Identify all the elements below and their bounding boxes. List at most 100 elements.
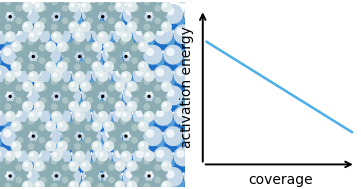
Circle shape [40,164,47,171]
Circle shape [70,102,75,107]
Circle shape [54,27,62,36]
Circle shape [118,36,134,52]
Circle shape [41,45,61,65]
Circle shape [0,57,1,67]
Circle shape [144,111,155,122]
Circle shape [9,15,12,18]
Circle shape [183,45,204,65]
Circle shape [31,106,51,126]
Circle shape [55,95,58,98]
Circle shape [29,53,52,76]
Circle shape [126,101,137,112]
Circle shape [38,94,54,111]
Circle shape [105,63,109,67]
Circle shape [61,45,81,65]
Circle shape [172,53,195,76]
Circle shape [82,45,102,65]
Circle shape [105,7,113,15]
Circle shape [23,170,32,178]
Circle shape [141,33,164,56]
Circle shape [99,152,104,157]
Circle shape [92,24,112,44]
Circle shape [99,112,104,117]
Circle shape [63,118,73,128]
Circle shape [43,77,53,87]
Circle shape [4,158,11,165]
Circle shape [71,36,88,52]
Circle shape [104,36,114,46]
Circle shape [125,36,134,46]
Circle shape [152,13,174,36]
Circle shape [105,15,122,31]
Circle shape [10,41,22,52]
Circle shape [0,82,8,98]
Circle shape [132,106,153,126]
Circle shape [156,68,164,77]
Circle shape [147,95,151,98]
Circle shape [68,180,79,189]
Circle shape [95,155,111,172]
Circle shape [105,170,113,178]
Circle shape [49,13,73,36]
Circle shape [131,94,154,117]
Circle shape [33,57,42,67]
Circle shape [128,82,132,87]
Circle shape [47,142,51,147]
Circle shape [105,43,109,47]
Circle shape [80,160,91,172]
Circle shape [62,17,69,24]
Circle shape [64,88,73,97]
Circle shape [51,183,58,189]
Circle shape [130,162,146,178]
Circle shape [63,36,73,46]
Circle shape [14,55,31,71]
Circle shape [12,179,22,189]
Circle shape [16,97,22,104]
Circle shape [0,94,8,111]
Circle shape [54,149,62,158]
Circle shape [152,135,174,158]
Circle shape [13,68,22,77]
Circle shape [6,112,11,117]
Circle shape [91,61,103,72]
Circle shape [152,53,174,76]
Circle shape [57,121,68,132]
Circle shape [60,33,83,56]
Circle shape [16,177,22,183]
Circle shape [82,3,86,8]
Circle shape [132,0,153,4]
Circle shape [23,82,28,87]
Circle shape [93,122,98,127]
Circle shape [118,141,134,157]
Circle shape [132,17,139,24]
Circle shape [105,174,122,189]
Circle shape [57,61,68,72]
Circle shape [86,164,93,171]
Circle shape [187,170,195,178]
Circle shape [49,94,73,117]
Circle shape [53,72,57,77]
Circle shape [84,94,100,111]
Circle shape [74,68,83,77]
Circle shape [99,33,104,37]
Circle shape [71,61,88,77]
Circle shape [71,115,88,132]
Circle shape [84,77,93,87]
Circle shape [0,135,12,158]
Circle shape [152,94,174,117]
Circle shape [0,85,20,105]
Circle shape [23,102,28,107]
Circle shape [122,126,142,146]
Circle shape [54,68,62,77]
Circle shape [125,170,134,178]
Circle shape [154,17,161,24]
Circle shape [64,129,73,138]
Circle shape [125,7,134,15]
Circle shape [166,48,175,56]
Circle shape [6,72,11,77]
Circle shape [17,124,23,131]
Circle shape [122,4,142,24]
Circle shape [10,65,30,85]
Circle shape [103,121,114,132]
Circle shape [116,162,121,167]
